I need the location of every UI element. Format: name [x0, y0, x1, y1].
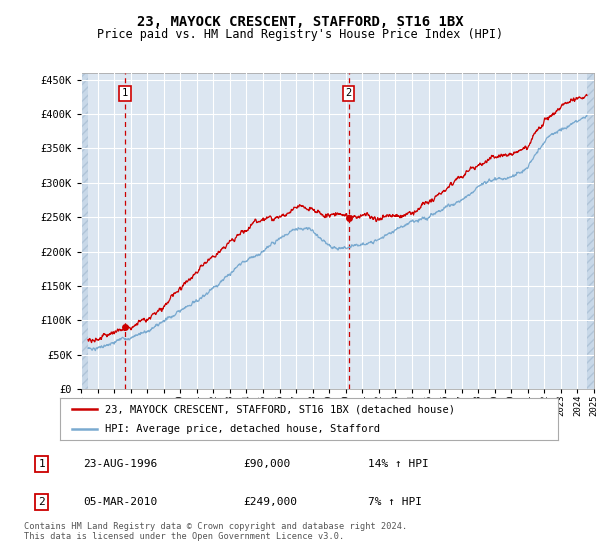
Text: £249,000: £249,000 — [244, 497, 298, 507]
Text: Contains HM Land Registry data © Crown copyright and database right 2024.
This d: Contains HM Land Registry data © Crown c… — [24, 522, 407, 542]
Text: HPI: Average price, detached house, Stafford: HPI: Average price, detached house, Staf… — [105, 424, 380, 434]
Text: 1: 1 — [122, 88, 128, 99]
Text: 1: 1 — [38, 459, 45, 469]
Bar — [81, 73, 88, 389]
Text: 23-AUG-1996: 23-AUG-1996 — [83, 459, 157, 469]
Text: £90,000: £90,000 — [244, 459, 291, 469]
Bar — [587, 73, 594, 389]
Text: 14% ↑ HPI: 14% ↑ HPI — [368, 459, 428, 469]
Bar — [81, 73, 88, 389]
Text: 7% ↑ HPI: 7% ↑ HPI — [368, 497, 422, 507]
Text: 23, MAYOCK CRESCENT, STAFFORD, ST16 1BX: 23, MAYOCK CRESCENT, STAFFORD, ST16 1BX — [137, 15, 463, 29]
Bar — [587, 73, 594, 389]
Text: Price paid vs. HM Land Registry's House Price Index (HPI): Price paid vs. HM Land Registry's House … — [97, 28, 503, 41]
Text: 05-MAR-2010: 05-MAR-2010 — [83, 497, 157, 507]
Text: 2: 2 — [38, 497, 45, 507]
Text: 23, MAYOCK CRESCENT, STAFFORD, ST16 1BX (detached house): 23, MAYOCK CRESCENT, STAFFORD, ST16 1BX … — [105, 404, 455, 414]
Text: 2: 2 — [346, 88, 352, 99]
